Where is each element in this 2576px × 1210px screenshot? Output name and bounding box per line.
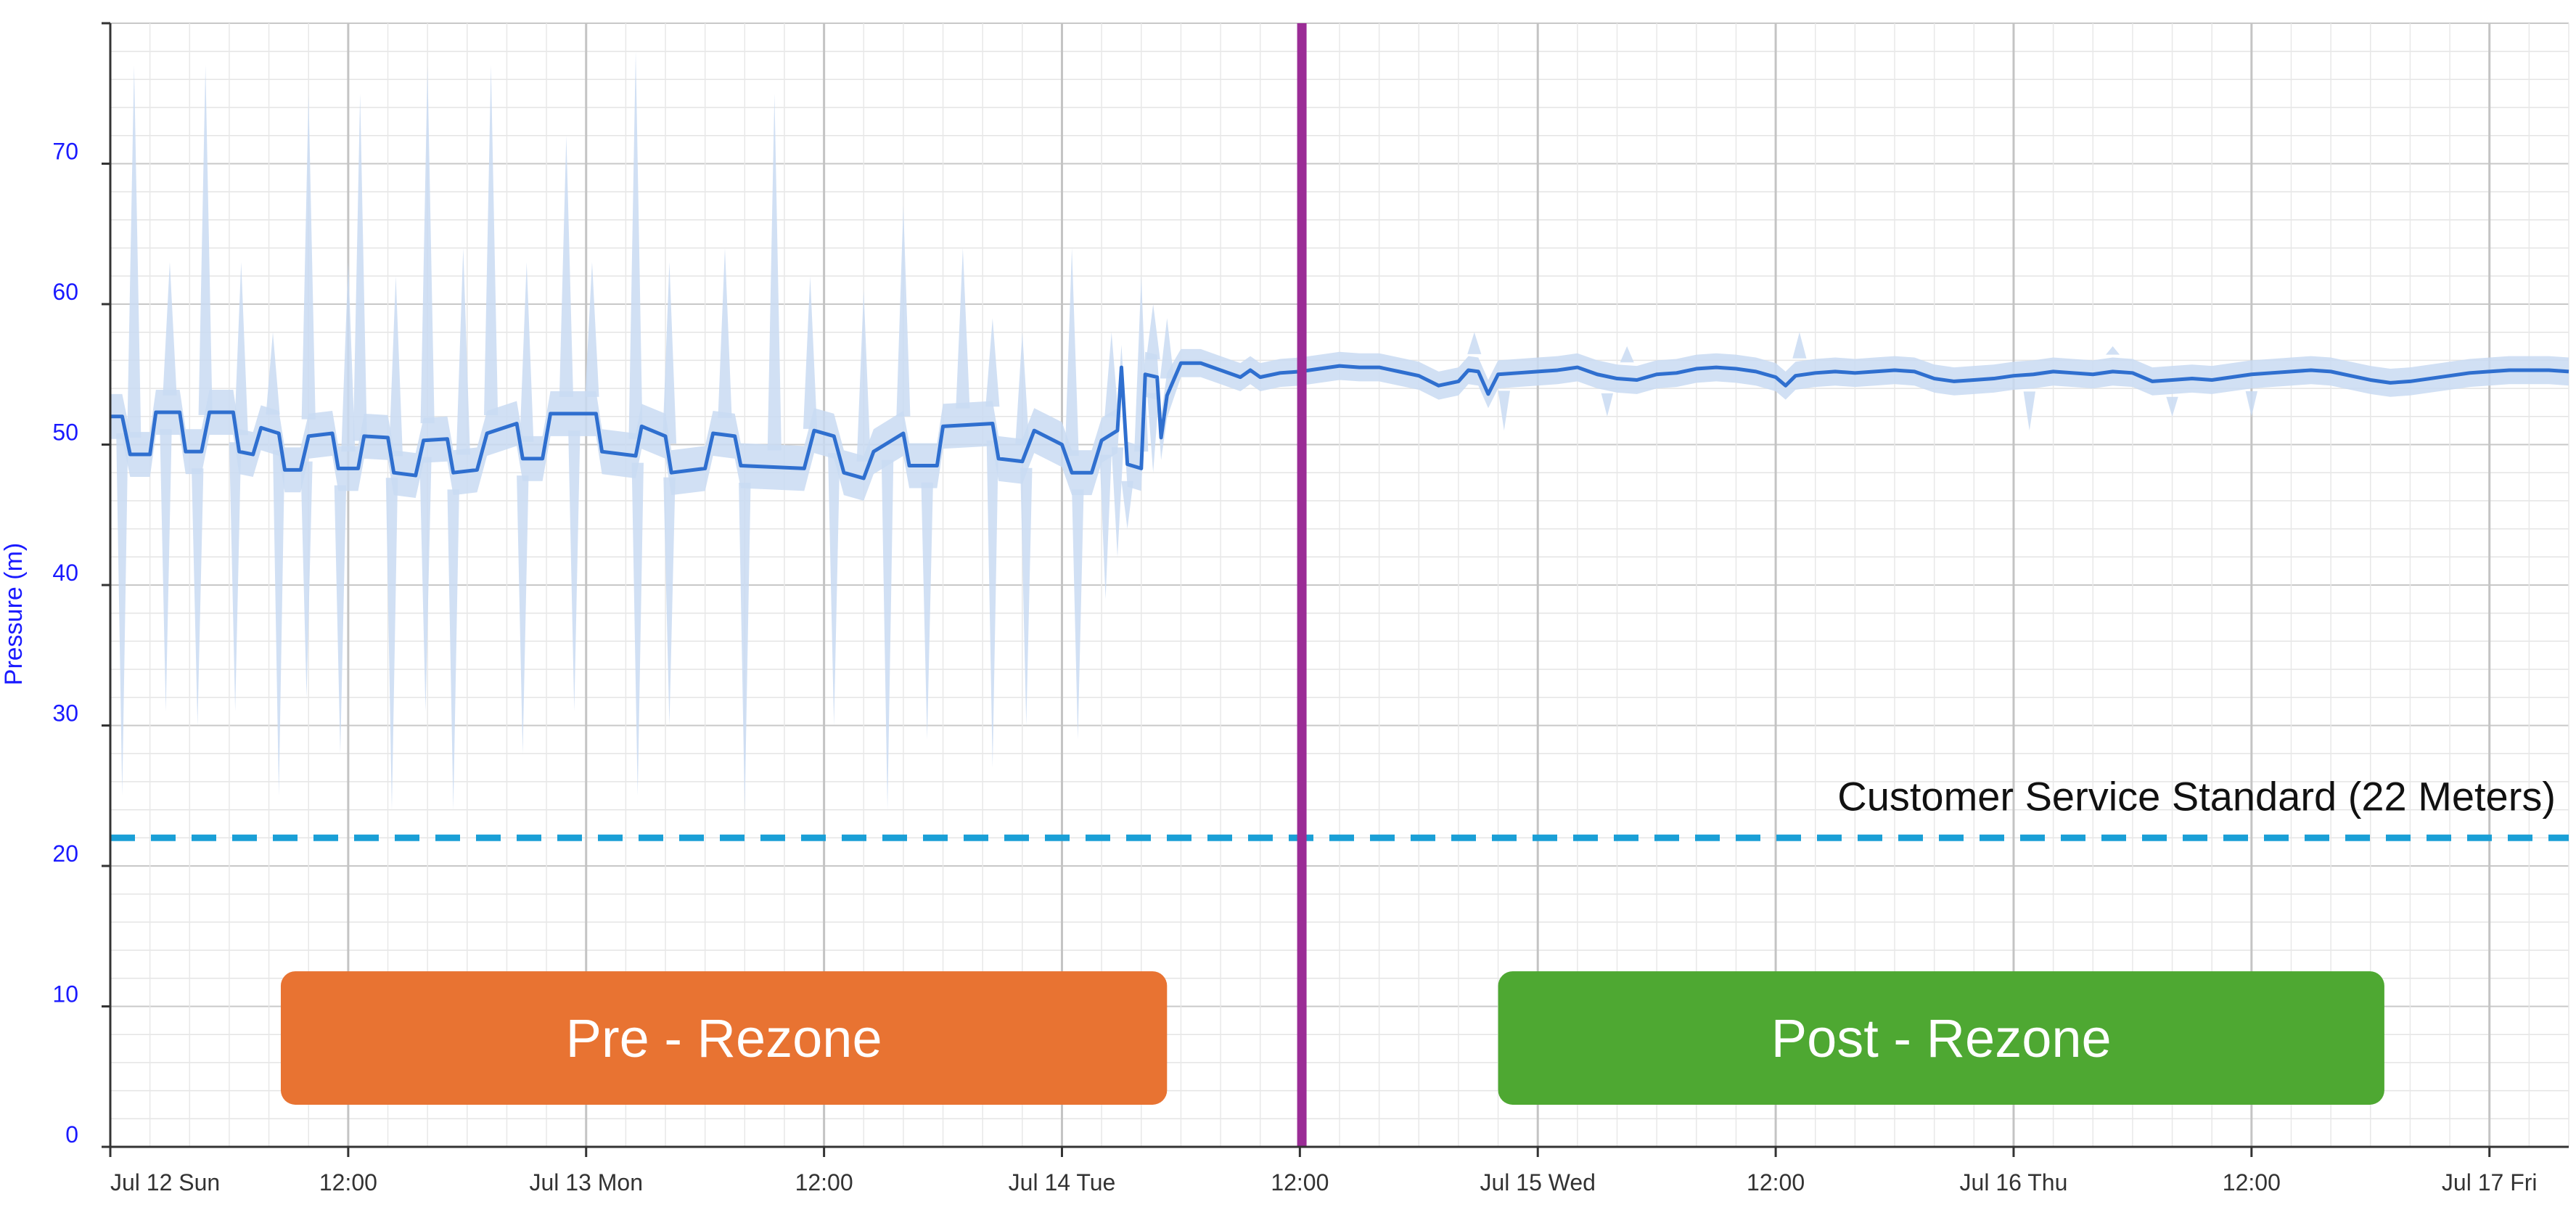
y-tick-label: 20 — [52, 841, 78, 867]
annotations: Pre - Rezone Post - Rezone — [280, 971, 2384, 1105]
x-tick-label: 12:00 — [1271, 1169, 1329, 1195]
range-band-spike-max — [301, 93, 316, 420]
range-band-spike-max — [520, 261, 534, 442]
y-tick-label: 70 — [52, 139, 78, 165]
x-tick-label: Jul 15 Wed — [1480, 1169, 1596, 1195]
range-band-spike-min — [1020, 467, 1033, 726]
range-band-spike-min — [739, 482, 751, 810]
range-band-spike-min — [334, 485, 347, 754]
range-band-spike-min — [1498, 391, 1510, 431]
range-band-spike-max — [1467, 332, 1482, 354]
y-tick-label: 10 — [52, 981, 78, 1007]
range-band-spike-min — [273, 450, 285, 796]
x-tick-label: 12:00 — [319, 1169, 377, 1195]
y-tick-label: 30 — [52, 700, 78, 727]
range-band-spike-max — [767, 93, 782, 451]
range-band-spike-max — [1620, 346, 1634, 363]
range-band-spike-max — [266, 332, 280, 415]
range-band-spike-min — [517, 475, 529, 754]
range-band-spike-min — [2245, 391, 2258, 417]
range-band-spike-min — [663, 477, 676, 726]
range-band-spike-max — [803, 276, 818, 429]
range-band-spike-min — [1147, 393, 1160, 473]
range-band-spike-min — [1601, 393, 1614, 417]
range-band-spike-max — [956, 248, 970, 409]
range-band-spike-max — [420, 65, 435, 424]
post-rezone-box — [1498, 971, 2384, 1105]
range-band-spike-max — [718, 248, 732, 418]
range-band-envelope — [110, 345, 2569, 501]
range-band-spike-max — [585, 261, 599, 397]
range-band-spike-min — [986, 440, 999, 768]
service-standard-label: Customer Service Standard (22 Meters) — [1837, 773, 2556, 819]
y-axis-title: Pressure (m) — [0, 543, 28, 685]
range-band-spike-min — [419, 457, 432, 712]
range-band-spike-max — [1065, 248, 1079, 456]
y-tick-label: 0 — [65, 1121, 78, 1148]
range-band-spike-max — [559, 135, 573, 397]
range-band-spike-min — [447, 489, 459, 810]
range-band-spike-max — [856, 290, 871, 462]
range-band-spike-min — [192, 468, 204, 726]
pressure-range-band — [110, 51, 2569, 810]
range-band-spike-min — [385, 478, 398, 810]
range-band-spike-max — [1015, 332, 1030, 445]
range-band-spike-max — [628, 51, 643, 439]
x-tick-label: Jul 12 Sun — [110, 1169, 220, 1195]
range-band-spike-min — [116, 433, 128, 796]
range-band-spike-min — [1099, 454, 1112, 600]
x-tick-label: 12:00 — [795, 1169, 853, 1195]
range-band-spike-max — [388, 276, 403, 457]
range-band-spike-min — [300, 461, 313, 698]
range-band-spike-min — [921, 482, 933, 740]
range-band-spike-max — [127, 65, 141, 438]
post-rezone-label: Post - Rezone — [1771, 1008, 2112, 1068]
range-band-spike-max — [985, 318, 1000, 407]
x-tick-label: 12:00 — [2223, 1169, 2281, 1195]
range-band-spike-max — [1146, 304, 1160, 360]
axes: 0 10 20 30 40 50 60 70 Jul 12 Sun 12:00 Jul 13 Mon… — [0, 22, 2569, 1195]
range-band-spike-min — [1111, 447, 1124, 557]
range-band-spike-min — [1121, 481, 1133, 529]
range-band-spike-max — [341, 261, 356, 452]
y-tick-label: 40 — [52, 560, 78, 586]
x-tick-label: Jul 16 Thu — [1960, 1169, 2068, 1195]
range-band-spike-max — [234, 261, 248, 436]
x-tick-label: Jul 17 Fri — [2442, 1169, 2538, 1195]
service-standard-line: Customer Service Standard (22 Meters) — [110, 773, 2569, 841]
range-band-spike-max — [896, 205, 911, 417]
range-band-spike-min — [2166, 396, 2178, 417]
range-band-spike-max — [1792, 332, 1807, 359]
range-band-spike-min — [160, 429, 172, 712]
range-band-spike-min — [229, 442, 242, 712]
range-band-spike-min — [568, 430, 581, 712]
pre-rezone-box — [280, 971, 1168, 1105]
range-band-spike-min — [2023, 391, 2036, 431]
range-band-spike-min — [631, 462, 644, 796]
range-band-spike-max — [456, 248, 470, 455]
pressure-series — [110, 361, 2569, 481]
range-band-spike-max — [163, 261, 177, 396]
pressure-line — [110, 361, 2569, 481]
range-band-spike-max — [662, 261, 677, 444]
range-band-spike-min — [881, 459, 894, 810]
pre-rezone-label: Pre - Rezone — [566, 1008, 882, 1068]
range-band-spike-max — [1160, 318, 1174, 379]
range-band-spike-min — [1072, 489, 1084, 740]
y-tick-label: 60 — [52, 279, 78, 305]
range-band-spike-max — [484, 65, 499, 415]
range-band-spike-max — [1104, 332, 1119, 418]
x-tick-label: Jul 13 Mon — [529, 1169, 643, 1195]
y-tick-label: 50 — [52, 420, 78, 446]
range-band-spike-max — [198, 65, 213, 415]
range-band-spike-max — [353, 93, 367, 441]
x-tick-label: Jul 14 Tue — [1009, 1169, 1116, 1195]
range-band-spike-max — [2106, 346, 2120, 355]
x-tick-label: 12:00 — [1747, 1169, 1805, 1195]
range-band-spike-min — [828, 453, 840, 726]
